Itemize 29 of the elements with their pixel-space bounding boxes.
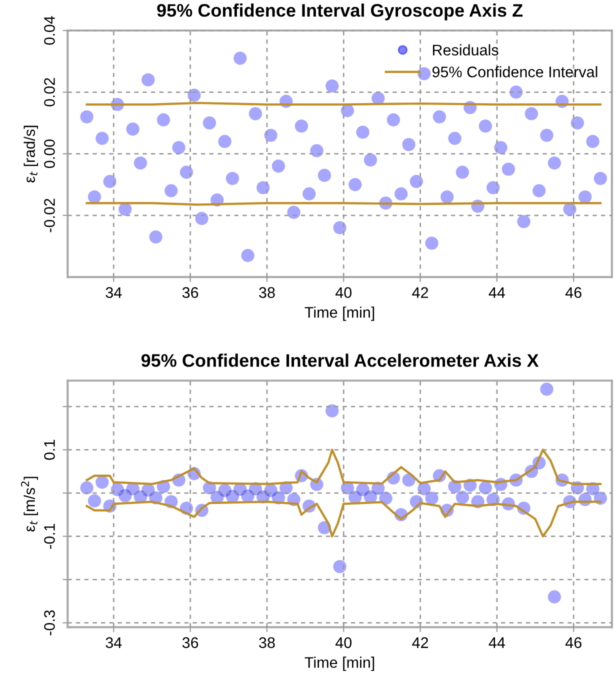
chart-title: 95% Confidence Interval Accelerometer Axis X — [141, 354, 539, 367]
x-tick-label: 38 — [259, 637, 275, 648]
x-tick-label: 40 — [335, 287, 352, 298]
x-tick-label: 38 — [259, 287, 275, 298]
x-tick-label: 46 — [565, 287, 582, 298]
x-tick-label: 40 — [335, 637, 352, 648]
x-tick-label: 46 — [565, 637, 582, 648]
chart-title: 95% Confidence Interval Gyroscope Axis Z — [157, 4, 523, 20]
y-axis-title: ε$_{t}$ [rad/s] — [24, 126, 38, 182]
x-tick-label: 44 — [488, 287, 505, 298]
y-axis-title: ε$_{t}$ [m/s$^{2}$] — [21, 476, 38, 532]
x-tick-label: 42 — [412, 287, 428, 298]
legend-label: 95% Confidence Interval — [432, 66, 598, 78]
y-tick-label: 0.04 — [44, 16, 55, 45]
x-tick-label: 42 — [412, 637, 428, 648]
y-tick-label: -0.1 — [44, 524, 55, 549]
y-tick-label: -0.02 — [44, 198, 55, 232]
x-axis-title: Time [min] — [304, 306, 374, 321]
x-tick-label: 34 — [106, 637, 122, 648]
y-tick-label: 0.00 — [44, 140, 55, 168]
x-axis-title: Time [min] — [304, 656, 374, 671]
x-tick-label: 44 — [488, 637, 505, 648]
x-tick-label: 34 — [106, 287, 122, 298]
y-tick-label: -0.3 — [44, 610, 55, 636]
y-tick-label: 0.02 — [44, 78, 55, 106]
y-tick-label: 0.1 — [44, 440, 55, 460]
x-tick-label: 36 — [182, 637, 198, 648]
x-tick-label: 36 — [182, 287, 198, 298]
legend-label: Residuals — [432, 44, 498, 56]
